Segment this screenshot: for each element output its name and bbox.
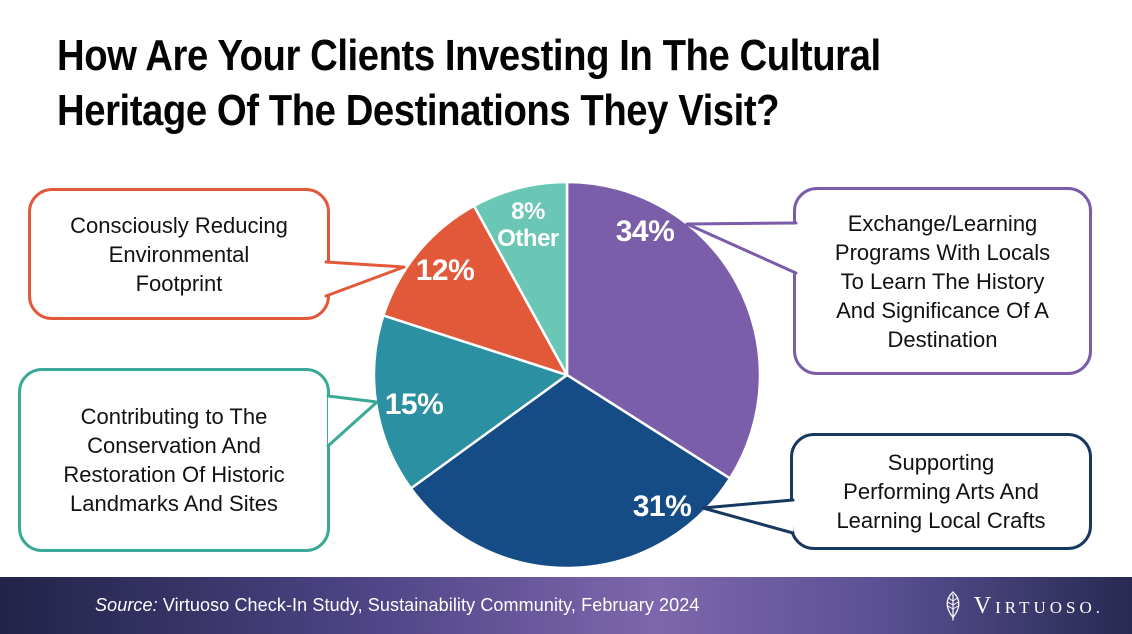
footer-bar: Source: Virtuoso Check-In Study, Sustain… <box>0 577 1132 634</box>
wordmark-rest: IRTUOSO. <box>995 597 1104 617</box>
wordmark-initial: V <box>973 592 996 619</box>
pie-label-performing-31: 31% <box>632 490 692 523</box>
callout-tail-conservation <box>326 394 379 448</box>
callout-performing-arts-crafts: Supporting Performing Arts And Learning … <box>790 433 1092 550</box>
pie-label-conservation-15: 15% <box>384 388 444 421</box>
callout-exchange-learning-programs: Exchange/Learning Programs With Locals T… <box>793 187 1092 375</box>
pie-label-other-percent: 8% <box>511 198 545 225</box>
callout-conservation-restoration: Contributing to The Conservation And Res… <box>18 368 330 552</box>
virtuoso-wordmark: VIRTUOSO. <box>974 594 1104 618</box>
source-text: Virtuoso Check-In Study, Sustainability … <box>157 595 700 615</box>
pie-slices <box>372 180 762 570</box>
pie-label-environmental-12: 12% <box>415 254 475 287</box>
source-citation: Source: Virtuoso Check-In Study, Sustain… <box>0 595 699 616</box>
callout-environmental-footprint: Consciously Reducing Environmental Footp… <box>28 188 330 320</box>
page-title: How Are Your Clients Investing In The Cu… <box>57 31 881 135</box>
source-label: Source: <box>95 595 158 615</box>
callout-tail-exchange <box>685 221 798 275</box>
pie-label-exchange-34: 34% <box>615 215 675 248</box>
callout-tail-environmental <box>324 260 406 298</box>
leaf-icon <box>946 590 960 620</box>
pie-label-other-8: 8% Other <box>497 198 559 252</box>
pie-label-other-word: Other <box>497 225 559 252</box>
virtuoso-logo: VIRTUOSO. <box>942 590 1132 621</box>
pie-slice-2 <box>409 373 732 570</box>
callout-tail-performing <box>701 498 795 535</box>
